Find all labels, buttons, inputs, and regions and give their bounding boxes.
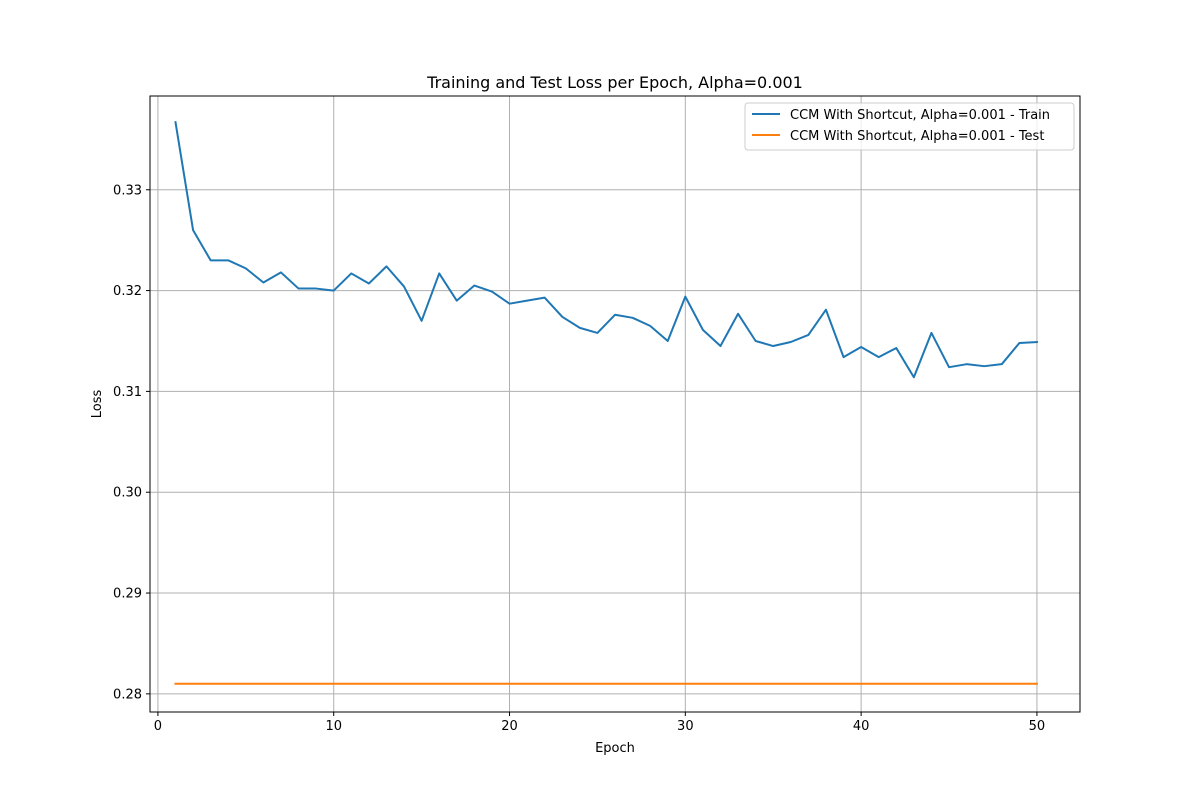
y-tick-label: 0.31	[113, 385, 142, 400]
x-tick-label: 10	[325, 719, 342, 734]
series-group	[174, 121, 1038, 685]
legend-box	[744, 102, 1075, 151]
chart-title: Training and Test Loss per Epoch, Alpha=…	[426, 73, 803, 92]
legend: CCM With Shortcut, Alpha=0.001 - Train C…	[744, 102, 1075, 151]
x-tick-label: 0	[154, 719, 162, 734]
x-axis-ticks: 0 10 20 30 40 50	[154, 712, 1045, 734]
train-loss-line	[174, 121, 1038, 379]
y-tick-label: 0.33	[113, 183, 142, 198]
y-tick-label: 0.29	[113, 587, 142, 602]
grid-lines	[150, 96, 1080, 712]
y-tick-label: 0.32	[113, 284, 142, 299]
legend-label-test: CCM With Shortcut, Alpha=0.001 - Test	[790, 129, 1044, 144]
plot-frame	[149, 95, 1081, 713]
x-axis-label: Epoch	[595, 741, 635, 756]
y-tick-label: 0.28	[113, 687, 142, 702]
x-tick-label: 30	[677, 719, 694, 734]
y-axis-ticks: 0.28 0.29 0.30 0.31 0.32 0.33	[113, 183, 150, 702]
y-axis-label: Loss	[90, 390, 105, 419]
legend-label-train: CCM With Shortcut, Alpha=0.001 - Train	[790, 108, 1050, 123]
y-tick-label: 0.30	[113, 486, 142, 501]
x-tick-label: 40	[853, 719, 870, 734]
x-tick-label: 50	[1029, 719, 1046, 734]
x-tick-label: 20	[501, 719, 518, 734]
